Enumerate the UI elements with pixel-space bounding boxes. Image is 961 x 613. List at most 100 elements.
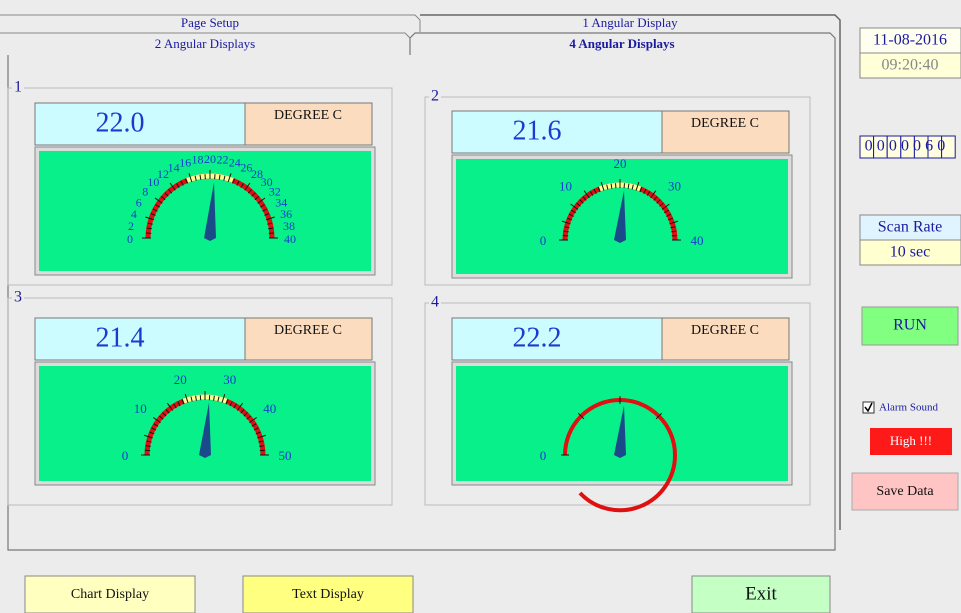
gauge-face — [39, 366, 371, 481]
gauge-tick — [184, 393, 189, 403]
gauge-tick — [213, 395, 215, 401]
gauge-tick-label: 40 — [263, 401, 276, 416]
gauge-tick — [627, 183, 630, 189]
gauge-tick-label: 22 — [217, 153, 229, 167]
checkbox[interactable] — [862, 401, 875, 414]
gauge-tick — [635, 181, 640, 191]
gauge-tick — [155, 204, 160, 208]
gauge-tick — [159, 415, 164, 420]
needle — [614, 405, 626, 458]
gauge-tick-label: 0 — [122, 448, 129, 463]
gauge-tick — [669, 220, 679, 225]
gauge-tick — [593, 188, 597, 194]
gauge-tick — [229, 401, 233, 407]
gauge-tick — [247, 189, 252, 194]
gauge-tick-label: 30 — [223, 372, 236, 387]
value-box — [451, 110, 663, 154]
gauge-tick-label: 6 — [136, 195, 142, 209]
gauge-tick-label: 30 — [668, 179, 681, 194]
gauge-tick-label: 36 — [280, 207, 292, 221]
tab-label[interactable]: Page Setup — [181, 15, 239, 30]
gauge-tick — [146, 440, 152, 443]
tab[interactable] — [0, 14, 421, 32]
gauge-tick — [583, 190, 590, 199]
save-label[interactable]: Save Data — [876, 484, 934, 499]
gauge-tick-label: 0 — [540, 233, 547, 248]
gauge-tick-label: 0 — [540, 448, 547, 463]
gauge-tick — [570, 203, 579, 210]
gauge-tick — [173, 403, 177, 409]
gauge-tick-label: 10 — [134, 401, 147, 416]
gauge-tick-label: 20 — [204, 152, 216, 166]
value: 22.0 — [96, 107, 145, 138]
gauge-tick — [265, 216, 275, 221]
alarm-status-box — [870, 428, 952, 455]
gauge-tick — [145, 445, 151, 447]
alarm-sound-label[interactable]: Alarm Sound — [879, 402, 938, 414]
gauge-tick — [643, 188, 647, 194]
button-label[interactable]: Chart Display — [71, 587, 149, 602]
gauge-tick — [168, 189, 173, 194]
save-button[interactable] — [851, 472, 959, 511]
unit: DEGREE C — [274, 108, 342, 123]
gauge-tick — [259, 445, 265, 447]
gauge-tick — [639, 187, 643, 193]
gauge-tick — [571, 209, 576, 214]
scan-rate-label: Scan Rate — [878, 219, 942, 236]
gauge-tick — [254, 196, 259, 201]
gauge-tick — [143, 434, 153, 439]
gauge-tick — [260, 204, 265, 208]
gauge-tick — [667, 217, 673, 221]
gauge-tick — [152, 208, 158, 212]
unit-box — [244, 102, 373, 146]
group-label: 1 — [14, 79, 22, 96]
gauge-tick-label: 10 — [147, 175, 159, 189]
gauge-tick — [147, 222, 153, 225]
tab-label[interactable]: 2 Angular Displays — [155, 36, 255, 51]
gauge-tick — [176, 183, 180, 188]
run-label[interactable]: RUN — [893, 317, 927, 334]
gauge-tick-label: 2 — [128, 219, 134, 233]
gauge-tick — [267, 222, 273, 225]
chart-display-button[interactable] — [24, 575, 196, 613]
gauge-tick-label: 24 — [229, 156, 241, 170]
tab-label[interactable]: 1 Angular Display — [582, 15, 678, 30]
gauge-tick — [185, 178, 188, 184]
exit-button[interactable] — [691, 575, 831, 613]
gauge-tick — [577, 412, 585, 420]
gauge-tick — [146, 227, 152, 230]
run-button[interactable] — [861, 306, 959, 346]
gauge-tick — [227, 173, 232, 183]
date: 11-08-2016 — [873, 32, 947, 49]
alarm-status: High !!! — [890, 433, 932, 448]
tab-label-active[interactable]: 4 Angular Displays — [569, 36, 674, 51]
button-label[interactable]: Text Display — [292, 587, 364, 602]
group-frame — [424, 96, 811, 286]
gauge-tick — [177, 401, 181, 407]
gauge-tick — [188, 173, 193, 183]
group-label: 2 — [431, 88, 439, 105]
group-frame — [7, 87, 393, 286]
gauge-tick — [650, 190, 657, 199]
gauge-tick — [600, 181, 605, 191]
gauge-tick — [653, 196, 658, 201]
gauge-tick — [145, 216, 155, 221]
gauge-tick — [251, 192, 256, 197]
gauge-tick-label: 40 — [691, 233, 704, 248]
date-box — [859, 27, 961, 54]
needle — [614, 190, 626, 243]
button-label[interactable]: Exit — [745, 583, 777, 604]
gauge-tick — [249, 416, 258, 424]
gauge-tick — [670, 226, 676, 229]
gauge-tick-label: 30 — [261, 175, 273, 189]
unit: DEGREE C — [691, 323, 759, 338]
group-frame — [7, 297, 393, 506]
gauge-tick-label: 32 — [269, 185, 281, 199]
gauge-arc — [563, 398, 678, 513]
text-display-button[interactable] — [242, 575, 414, 613]
gauge-tick — [666, 213, 672, 217]
scan-rate-box — [859, 239, 961, 266]
gauge-tick — [253, 427, 259, 431]
